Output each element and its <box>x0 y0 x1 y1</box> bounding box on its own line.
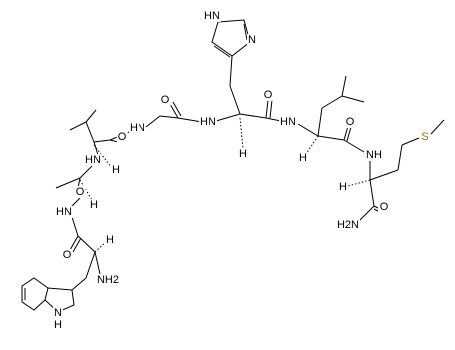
label-background <box>344 115 356 128</box>
atom-label: N <box>288 116 296 128</box>
label-background <box>373 148 384 161</box>
label-background <box>92 153 103 166</box>
atom-labels: HN N O O O N H N H N H O S N H H H N H H… <box>53 9 430 331</box>
atom-label: S <box>421 131 428 143</box>
atom-label: H <box>56 206 64 218</box>
atom-label: H <box>90 199 98 211</box>
atom-label: H <box>280 116 288 128</box>
label-background <box>89 198 100 211</box>
atom-label: N <box>137 122 145 134</box>
label-background <box>207 115 218 128</box>
atom-label: N <box>208 116 216 128</box>
atom-label: H <box>85 154 93 166</box>
atom-label: O <box>161 94 170 106</box>
atom-label: O <box>118 131 127 143</box>
bonds <box>21 19 445 313</box>
label-background <box>55 205 66 218</box>
atom-label: H <box>54 319 62 331</box>
label-background <box>53 306 64 319</box>
label-background <box>279 115 290 128</box>
atom-label: H <box>130 122 138 134</box>
label-background <box>247 33 258 46</box>
atom-label: N <box>64 206 72 218</box>
atom-label: N <box>366 149 374 161</box>
label-background <box>335 218 361 231</box>
label-background <box>238 147 249 160</box>
atom-label: O <box>264 89 273 101</box>
label-background <box>420 130 430 143</box>
atom-label: H <box>200 116 208 128</box>
label-background <box>298 151 309 164</box>
label-background <box>199 115 210 128</box>
label-background <box>159 93 171 106</box>
label-background <box>63 205 74 218</box>
label-background <box>74 185 86 198</box>
atom-label: O <box>346 116 355 128</box>
atom-label: H2N <box>337 219 359 231</box>
label-background <box>338 180 349 193</box>
label-background <box>378 200 390 213</box>
atom-label: O <box>63 249 72 261</box>
label-background <box>105 233 116 246</box>
atom-label: N <box>248 34 256 46</box>
atom-label: H <box>374 149 382 161</box>
label-background <box>129 121 140 134</box>
label-background <box>53 318 64 331</box>
atom-label: H <box>239 148 247 160</box>
atom-label: N <box>93 154 101 166</box>
label-background <box>136 121 147 134</box>
label-background <box>111 163 122 176</box>
label-background <box>365 148 376 161</box>
atom-label: H <box>106 234 114 246</box>
label-background <box>287 115 298 128</box>
atom-label: O <box>76 186 85 198</box>
label-background <box>262 88 274 101</box>
label-background <box>61 248 73 261</box>
label-background <box>203 9 221 22</box>
label-background <box>116 130 128 143</box>
label-background <box>95 273 121 286</box>
atom-label: N <box>54 307 62 319</box>
atom-label: NH2 <box>97 274 119 286</box>
atom-label: H <box>112 164 120 176</box>
atom-label: O <box>380 201 389 213</box>
atom-label: H <box>299 152 307 164</box>
label-background <box>84 153 95 166</box>
atom-label: H <box>339 181 347 193</box>
atom-label: HN <box>204 10 220 22</box>
